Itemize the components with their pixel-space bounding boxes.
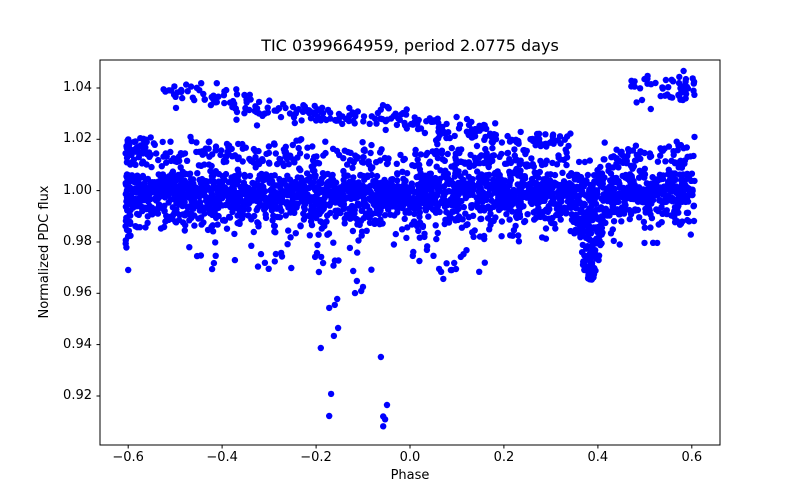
x-tick-label: −0.4 [206,450,238,465]
x-tick-label: −0.2 [300,450,332,465]
x-tick-label: 0.4 [587,450,609,465]
x-tick-label: 0.0 [399,450,421,465]
y-tick-label: 0.96 [63,285,92,301]
y-tick-label: 1.02 [63,131,92,147]
x-tick-label: −0.6 [112,450,144,465]
x-tick-label: 0.2 [493,450,515,465]
y-tick-label: 0.92 [63,387,92,403]
axes-frame-and-ticks [96,59,721,449]
y-tick-label: 0.98 [63,233,92,249]
scatter-points [122,67,698,430]
y-tick-label: 1.04 [63,79,92,95]
x-tick-label: 0.6 [681,450,703,465]
y-tick-label: 0.94 [63,336,92,352]
x-axis-label: Phase [390,468,430,483]
y-tick-label: 1.00 [63,182,92,198]
chart-title: TIC 0399664959, period 2.0775 days [261,36,559,55]
